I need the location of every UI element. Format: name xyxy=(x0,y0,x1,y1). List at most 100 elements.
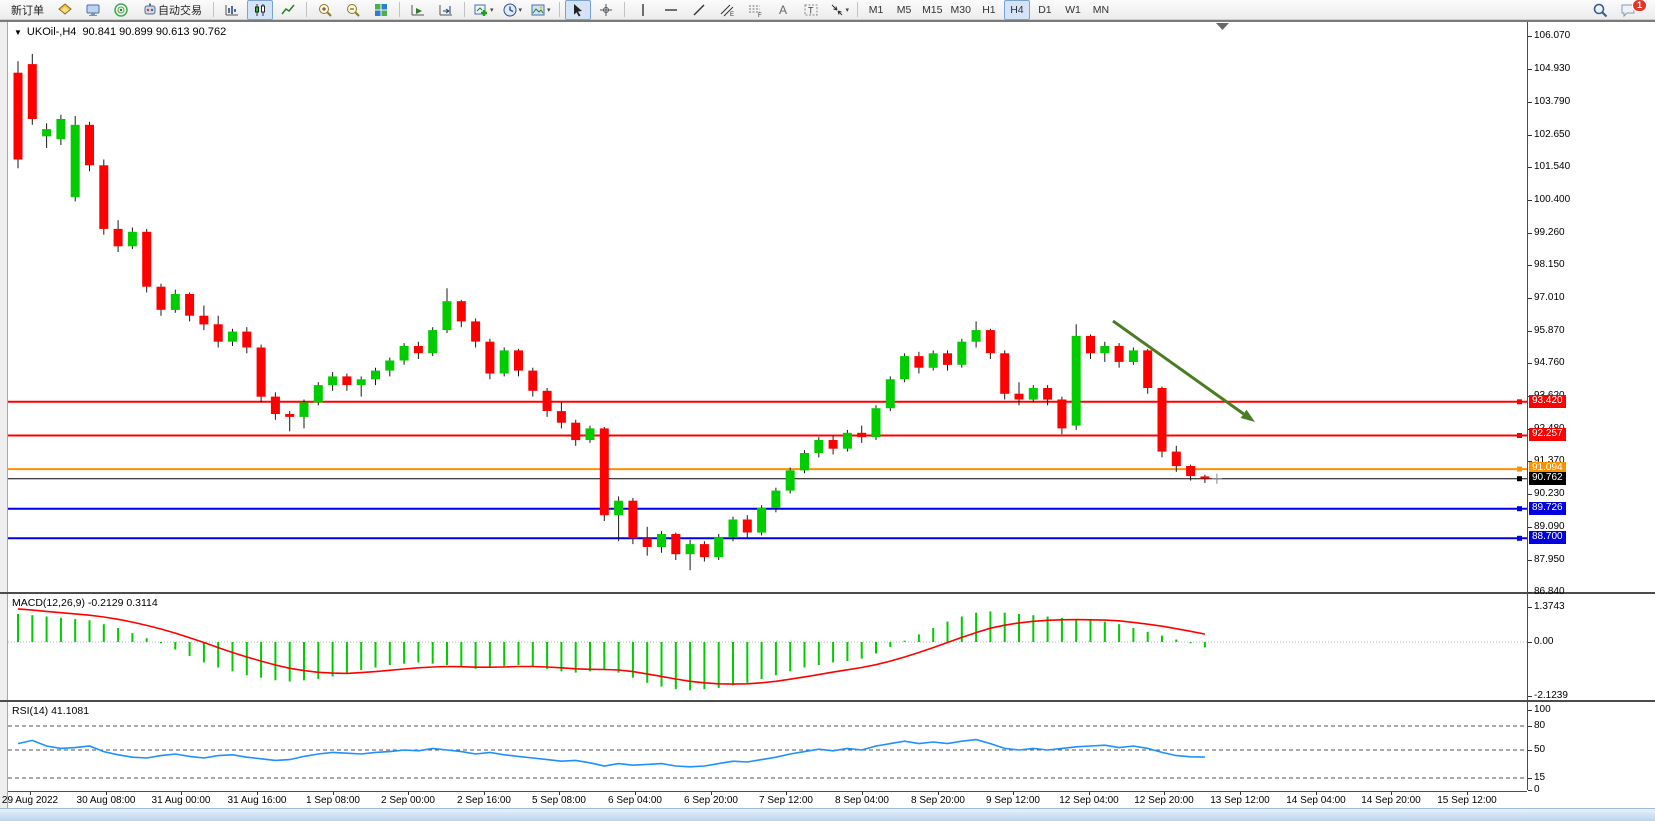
time-tick xyxy=(862,792,863,795)
axis-tick-label: 80 xyxy=(1534,720,1546,731)
chart-shift-button[interactable] xyxy=(433,0,459,20)
macd-label: MACD(12,26,9) -0.2129 0.3114 xyxy=(12,597,158,609)
timeframe-m30-button[interactable]: M30 xyxy=(950,3,971,16)
monitor-icon xyxy=(85,2,101,18)
time-tick xyxy=(1467,792,1468,795)
vline-button[interactable] xyxy=(630,0,656,20)
terminal-icon-button[interactable] xyxy=(80,0,106,20)
notifications-button[interactable]: 1 xyxy=(1615,0,1647,20)
signals-icon-button[interactable] xyxy=(108,0,134,20)
timeframe-m1-button[interactable]: M1 xyxy=(868,3,884,16)
bars-chart-button[interactable] xyxy=(219,0,245,20)
trendline-button[interactable] xyxy=(686,0,712,20)
axis-tick-label: 106.070 xyxy=(1534,30,1571,41)
panel-separator[interactable] xyxy=(0,592,1655,594)
dropdown-caret-icon: ▾ xyxy=(490,6,494,14)
ohlc-values: 90.841 90.899 90.613 90.762 xyxy=(82,26,227,38)
zoom-out-icon xyxy=(345,2,361,18)
time-tick xyxy=(786,792,787,795)
chart-window: ▼ UKOil-,H4 90.841 90.899 90.613 90.762 MA… xyxy=(0,20,1655,821)
price-level-tag: 91.094 xyxy=(1529,462,1566,475)
separator xyxy=(857,2,859,17)
timeframe-m15-button[interactable]: M15 xyxy=(922,3,943,16)
fibonacci-button[interactable]: F xyxy=(742,0,768,20)
candles-chart-button[interactable] xyxy=(247,0,273,20)
time-tick-label: 6 Sep 20:00 xyxy=(684,795,738,806)
symbol-period-label: UKOil-,H4 xyxy=(26,26,77,38)
main-chart-plot[interactable]: ▼ UKOil-,H4 90.841 90.899 90.613 90.762 xyxy=(8,22,1527,592)
price-axis-border xyxy=(1527,22,1528,790)
axis-tick xyxy=(1528,726,1532,727)
new-order-button[interactable]: 新订单 xyxy=(11,4,44,17)
templates-button[interactable]: ▾ xyxy=(527,0,554,20)
rsi-panel[interactable]: RSI(14) 41.1081 xyxy=(8,702,1527,790)
zoom-out-button[interactable] xyxy=(340,0,366,20)
time-tick xyxy=(1089,792,1090,795)
periods-button[interactable]: ▾ xyxy=(499,0,526,20)
axis-tick-label: 86.840 xyxy=(1534,586,1565,597)
axis-tick xyxy=(1528,778,1532,779)
time-axis[interactable]: 29 Aug 2022 30 Aug 08:00 31 Aug 00:00 31 Au… xyxy=(2,791,1527,809)
line-chart-button[interactable] xyxy=(275,0,301,20)
macd-canvas[interactable] xyxy=(8,594,1527,700)
dropdown-caret-icon: ▾ xyxy=(518,6,523,14)
toolbar: 新订单 自动交易 ▾ ▾ ▾ E F A T ▾ M1 M5 M15 M30 H… xyxy=(0,0,1655,20)
price-level-tag: 92.257 xyxy=(1529,428,1566,441)
axis-tick-label: 87.950 xyxy=(1534,554,1565,565)
axis-tick xyxy=(1528,696,1532,697)
equidistant-channel-icon: E xyxy=(719,2,735,18)
price-chart-canvas[interactable] xyxy=(8,22,1527,592)
autoscroll-button[interactable] xyxy=(405,0,431,20)
time-tick xyxy=(559,792,560,795)
horizontal-line-icon xyxy=(663,2,679,18)
text-icon: A xyxy=(775,2,791,18)
time-tick xyxy=(938,792,939,795)
axis-tick xyxy=(1528,710,1532,711)
axis-tick xyxy=(1528,592,1532,593)
template-icon xyxy=(530,2,546,18)
dropdown-triangle-icon[interactable]: ▼ xyxy=(14,28,22,37)
time-tick xyxy=(333,792,334,795)
axis-tick-label: 0.00 xyxy=(1534,636,1554,647)
timeframe-m5-button[interactable]: M5 xyxy=(896,3,912,16)
price-axis[interactable]: 106.070 104.930 103.790 102.650 101.540 100.4… xyxy=(1528,20,1655,795)
tile-windows-button[interactable] xyxy=(368,0,394,20)
timeframe-mn-button[interactable]: MN xyxy=(1092,3,1110,16)
crosshair-button[interactable] xyxy=(593,0,619,20)
search-button[interactable] xyxy=(1587,0,1613,20)
axis-tick-label: 15 xyxy=(1534,772,1546,783)
bars-chart-icon xyxy=(224,2,240,18)
panel-separator[interactable] xyxy=(0,700,1655,702)
label-button[interactable]: T xyxy=(798,0,824,20)
axis-tick-label: 98.150 xyxy=(1534,259,1565,270)
add-indicator-button[interactable]: ▾ xyxy=(470,0,497,20)
timeframe-d1-button[interactable]: D1 xyxy=(1038,3,1052,16)
axis-tick-label: 99.260 xyxy=(1534,227,1565,238)
hline-button[interactable] xyxy=(658,0,684,20)
cursor-icon xyxy=(570,2,586,18)
rsi-canvas[interactable] xyxy=(8,702,1527,790)
axis-tick-label: 90.230 xyxy=(1534,488,1565,499)
autoscroll-icon xyxy=(410,2,426,18)
autotrade-button[interactable]: 自动交易 xyxy=(136,0,208,20)
axis-tick-label: 97.010 xyxy=(1534,292,1565,303)
arrows-icon xyxy=(829,2,845,18)
time-tick-label: 12 Sep 20:00 xyxy=(1134,795,1194,806)
cursor-button[interactable] xyxy=(564,0,591,20)
timeframe-h1-button[interactable]: H1 xyxy=(982,3,996,16)
separator xyxy=(306,2,307,17)
time-tick xyxy=(635,792,636,795)
time-tick xyxy=(257,792,258,795)
timeframe-h4-button[interactable]: H4 xyxy=(1003,0,1030,20)
separator xyxy=(464,2,465,17)
arrows-button[interactable]: ▾ xyxy=(826,0,853,20)
text-button[interactable]: A xyxy=(770,0,796,20)
axis-tick-label: 103.790 xyxy=(1534,96,1571,107)
gold-icon-button[interactable] xyxy=(52,0,78,20)
macd-panel[interactable]: MACD(12,26,9) -0.2129 0.3114 xyxy=(8,594,1527,700)
timeframe-w1-button[interactable]: W1 xyxy=(1065,3,1081,16)
zoom-in-button[interactable] xyxy=(312,0,338,20)
channel-button[interactable]: E xyxy=(714,0,740,20)
axis-tick-label: 89.090 xyxy=(1534,521,1565,532)
axis-tick xyxy=(1528,298,1532,299)
